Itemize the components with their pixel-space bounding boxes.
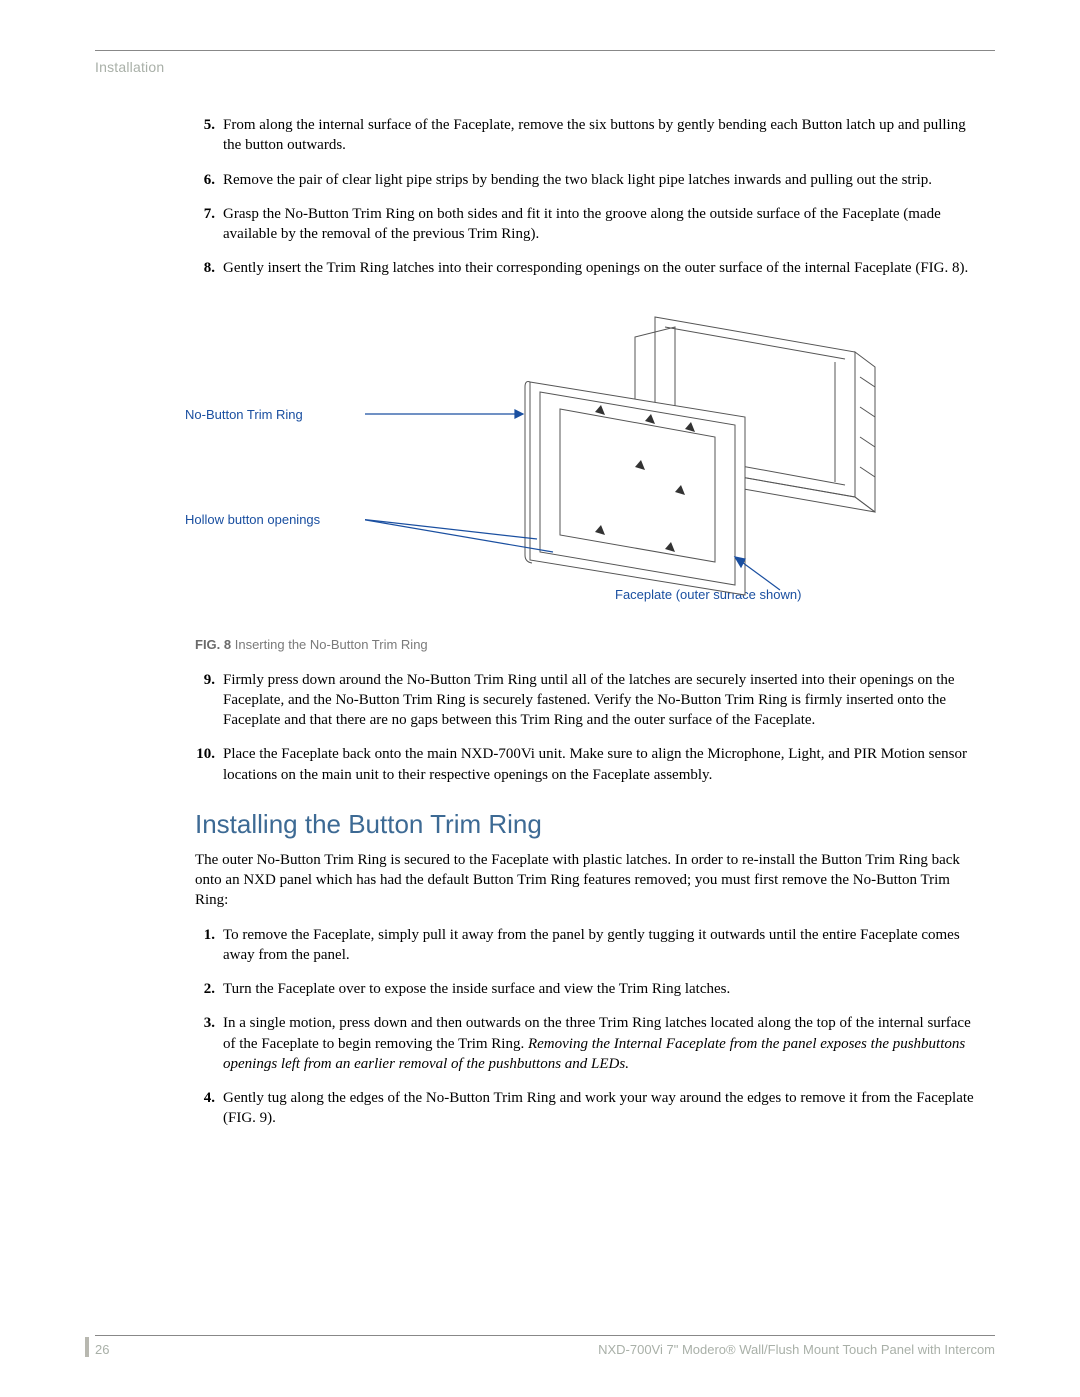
steps-list-b: 9.Firmly press down around the No-Button… bbox=[195, 670, 985, 785]
callout-hollow-openings: Hollow button openings bbox=[185, 512, 320, 527]
step-number: 6. bbox=[195, 170, 223, 190]
figure-caption: FIG. 8 Inserting the No-Button Trim Ring bbox=[195, 637, 985, 652]
step-text: Firmly press down around the No-Button T… bbox=[223, 670, 985, 731]
section-heading: Installing the Button Trim Ring bbox=[95, 809, 985, 840]
step-text: Remove the pair of clear light pipe stri… bbox=[223, 170, 985, 190]
step-item: 3.In a single motion, press down and the… bbox=[195, 1013, 985, 1074]
step-item: 7.Grasp the No-Button Trim Ring on both … bbox=[195, 204, 985, 245]
step-number: 10. bbox=[195, 744, 223, 785]
step-text: Turn the Faceplate over to expose the in… bbox=[223, 979, 985, 999]
step-number: 9. bbox=[195, 670, 223, 731]
step-item: 1.To remove the Faceplate, simply pull i… bbox=[195, 925, 985, 966]
step-number: 4. bbox=[195, 1088, 223, 1129]
step-text: Place the Faceplate back onto the main N… bbox=[223, 744, 985, 785]
step-text: In a single motion, press down and then … bbox=[223, 1013, 985, 1074]
footer-rule bbox=[95, 1335, 995, 1336]
steps-list-c: 1.To remove the Faceplate, simply pull i… bbox=[195, 925, 985, 1129]
header-section-label: Installation bbox=[95, 59, 995, 75]
figure-8: No-Button Trim Ring Hollow button openin… bbox=[195, 297, 985, 627]
figure-caption-bold: FIG. 8 bbox=[195, 637, 231, 652]
step-number: 5. bbox=[195, 115, 223, 156]
page-footer: 26 NXD-700Vi 7" Modero® Wall/Flush Mount… bbox=[95, 1335, 995, 1357]
step-item: 4.Gently tug along the edges of the No-B… bbox=[195, 1088, 985, 1129]
side-accent-bar bbox=[85, 1337, 89, 1357]
step-item: 9.Firmly press down around the No-Button… bbox=[195, 670, 985, 731]
step-number: 2. bbox=[195, 979, 223, 999]
step-text: Gently tug along the edges of the No-But… bbox=[223, 1088, 985, 1129]
step-text: From along the internal surface of the F… bbox=[223, 115, 985, 156]
step-number: 7. bbox=[195, 204, 223, 245]
step-item: 5.From along the internal surface of the… bbox=[195, 115, 985, 156]
doc-title: NXD-700Vi 7" Modero® Wall/Flush Mount To… bbox=[598, 1342, 995, 1357]
step-item: 6.Remove the pair of clear light pipe st… bbox=[195, 170, 985, 190]
section-intro: The outer No-Button Trim Ring is secured… bbox=[195, 850, 985, 911]
callout-trim-ring: No-Button Trim Ring bbox=[185, 407, 303, 422]
page-number: 26 bbox=[95, 1342, 109, 1357]
figure-caption-text: Inserting the No-Button Trim Ring bbox=[231, 637, 428, 652]
step-number: 1. bbox=[195, 925, 223, 966]
top-rule bbox=[95, 50, 995, 51]
step-item: 10.Place the Faceplate back onto the mai… bbox=[195, 744, 985, 785]
step-number: 3. bbox=[195, 1013, 223, 1074]
steps-list-a: 5.From along the internal surface of the… bbox=[195, 115, 985, 279]
diagram-svg bbox=[365, 297, 885, 617]
step-item: 8.Gently insert the Trim Ring latches in… bbox=[195, 258, 985, 278]
step-item: 2.Turn the Faceplate over to expose the … bbox=[195, 979, 985, 999]
step-text: Gently insert the Trim Ring latches into… bbox=[223, 258, 985, 278]
step-text: Grasp the No-Button Trim Ring on both si… bbox=[223, 204, 985, 245]
step-text: To remove the Faceplate, simply pull it … bbox=[223, 925, 985, 966]
step-number: 8. bbox=[195, 258, 223, 278]
